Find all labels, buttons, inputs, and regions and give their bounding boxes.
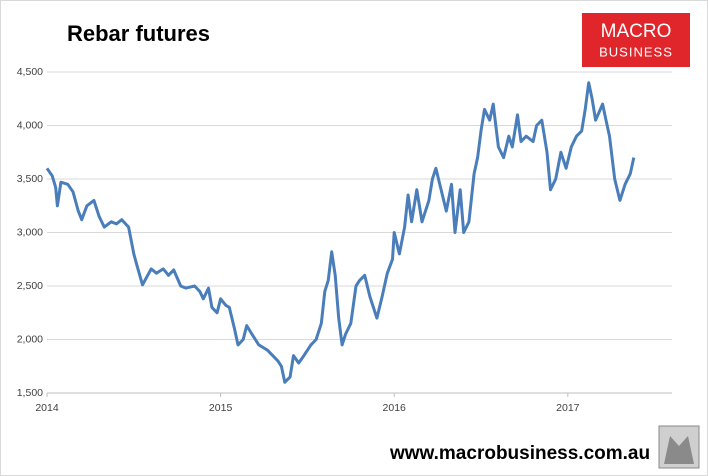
logo-text: MACRO	[601, 21, 672, 42]
x-tick-label: 2015	[209, 402, 233, 414]
icon	[664, 436, 694, 464]
logo-text: BUSINESS	[599, 44, 673, 59]
x-tick-label: 2014	[35, 402, 59, 414]
website: www.macrobusiness.com.au	[389, 443, 650, 464]
y-tick-label: 1,500	[17, 387, 43, 399]
x-tick-label: 2016	[383, 402, 407, 414]
y-tick-label: 4,500	[17, 66, 43, 78]
y-tick-label: 2,000	[17, 333, 43, 345]
chart-title: Rebar futures	[67, 21, 210, 46]
logo-box	[582, 13, 690, 67]
y-tick-label: 3,500	[17, 173, 43, 185]
y-tick-label: 4,000	[17, 119, 43, 131]
data-line	[45, 81, 636, 384]
y-tick-label: 3,000	[17, 226, 43, 238]
y-tick-label: 2,500	[17, 280, 43, 292]
x-tick-label: 2017	[556, 402, 580, 414]
